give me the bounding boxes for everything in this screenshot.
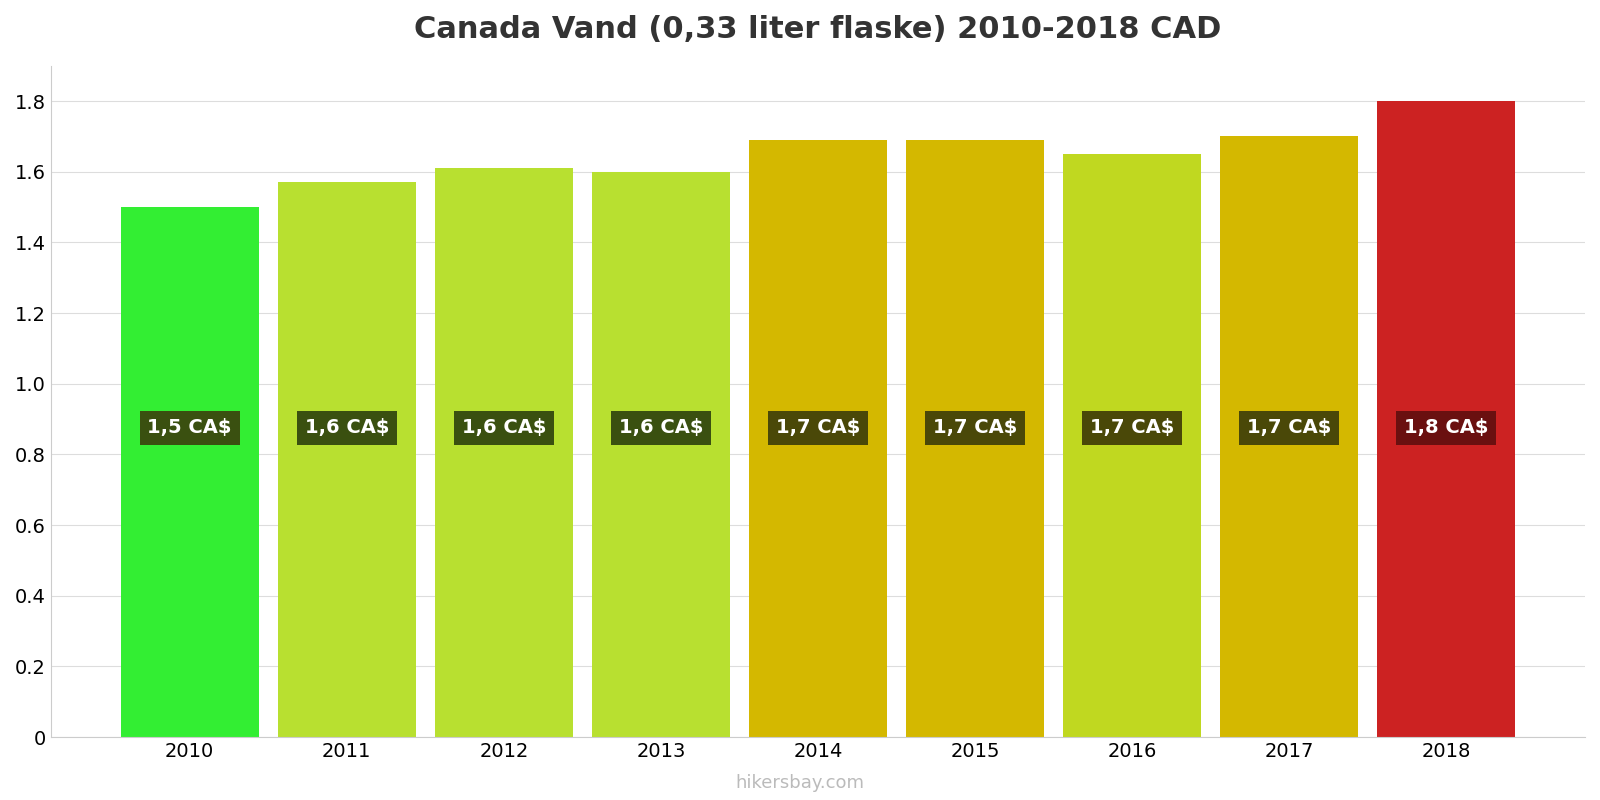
Bar	[906, 140, 1045, 737]
Bar	[435, 168, 573, 737]
Text: 1,7 CA$: 1,7 CA$	[776, 418, 861, 438]
Text: hikersbay.com: hikersbay.com	[736, 774, 864, 792]
Text: 1,6 CA$: 1,6 CA$	[619, 418, 702, 438]
Text: 1,7 CA$: 1,7 CA$	[1246, 418, 1331, 438]
Text: 1,7 CA$: 1,7 CA$	[1090, 418, 1174, 438]
Text: 1,6 CA$: 1,6 CA$	[461, 418, 546, 438]
Bar	[1062, 154, 1202, 737]
Text: 1,8 CA$: 1,8 CA$	[1403, 418, 1488, 438]
Bar	[749, 140, 886, 737]
Bar	[278, 182, 416, 737]
Text: 1,6 CA$: 1,6 CA$	[304, 418, 389, 438]
Bar	[1219, 137, 1358, 737]
Bar	[1378, 101, 1515, 737]
Text: 1,5 CA$: 1,5 CA$	[147, 418, 232, 438]
Bar	[120, 207, 259, 737]
Text: 1,7 CA$: 1,7 CA$	[933, 418, 1018, 438]
Title: Canada Vand (0,33 liter flaske) 2010-2018 CAD: Canada Vand (0,33 liter flaske) 2010-201…	[414, 15, 1222, 44]
Bar	[592, 172, 730, 737]
